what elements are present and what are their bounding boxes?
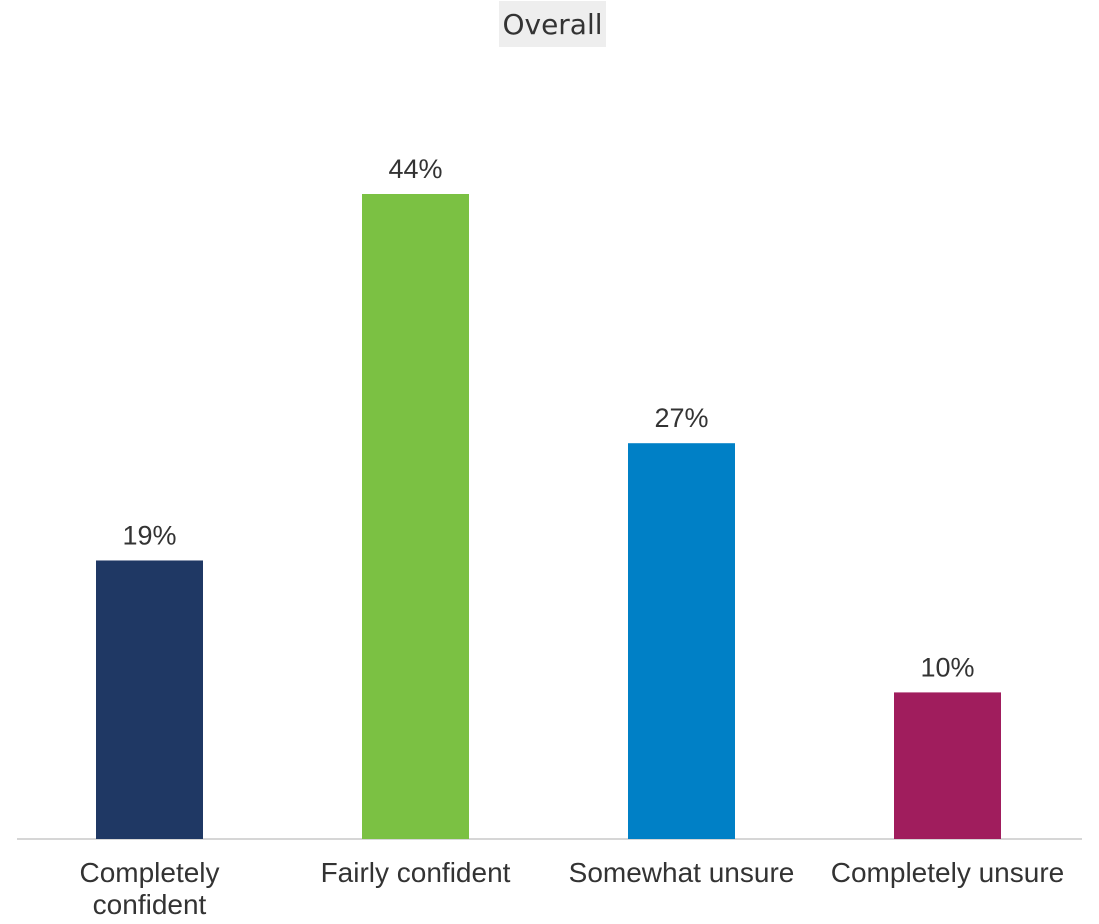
bar-2: [362, 194, 469, 839]
bar-3: [628, 443, 735, 839]
data-label-1: 19%: [122, 520, 176, 550]
bar-4: [894, 692, 1001, 839]
category-label-1-line-2: confident: [93, 889, 207, 919]
chart-title: Overall: [499, 1, 606, 47]
category-label-4: Completely unsure: [831, 857, 1064, 888]
category-label-2: Fairly confident: [321, 857, 511, 888]
data-label-3: 27%: [654, 403, 708, 433]
data-label-4: 10%: [920, 652, 974, 682]
category-label-3: Somewhat unsure: [569, 857, 795, 888]
data-label-2: 44%: [388, 154, 442, 184]
category-label-1-line-1: Completely: [79, 857, 219, 888]
bar-1: [96, 560, 203, 839]
